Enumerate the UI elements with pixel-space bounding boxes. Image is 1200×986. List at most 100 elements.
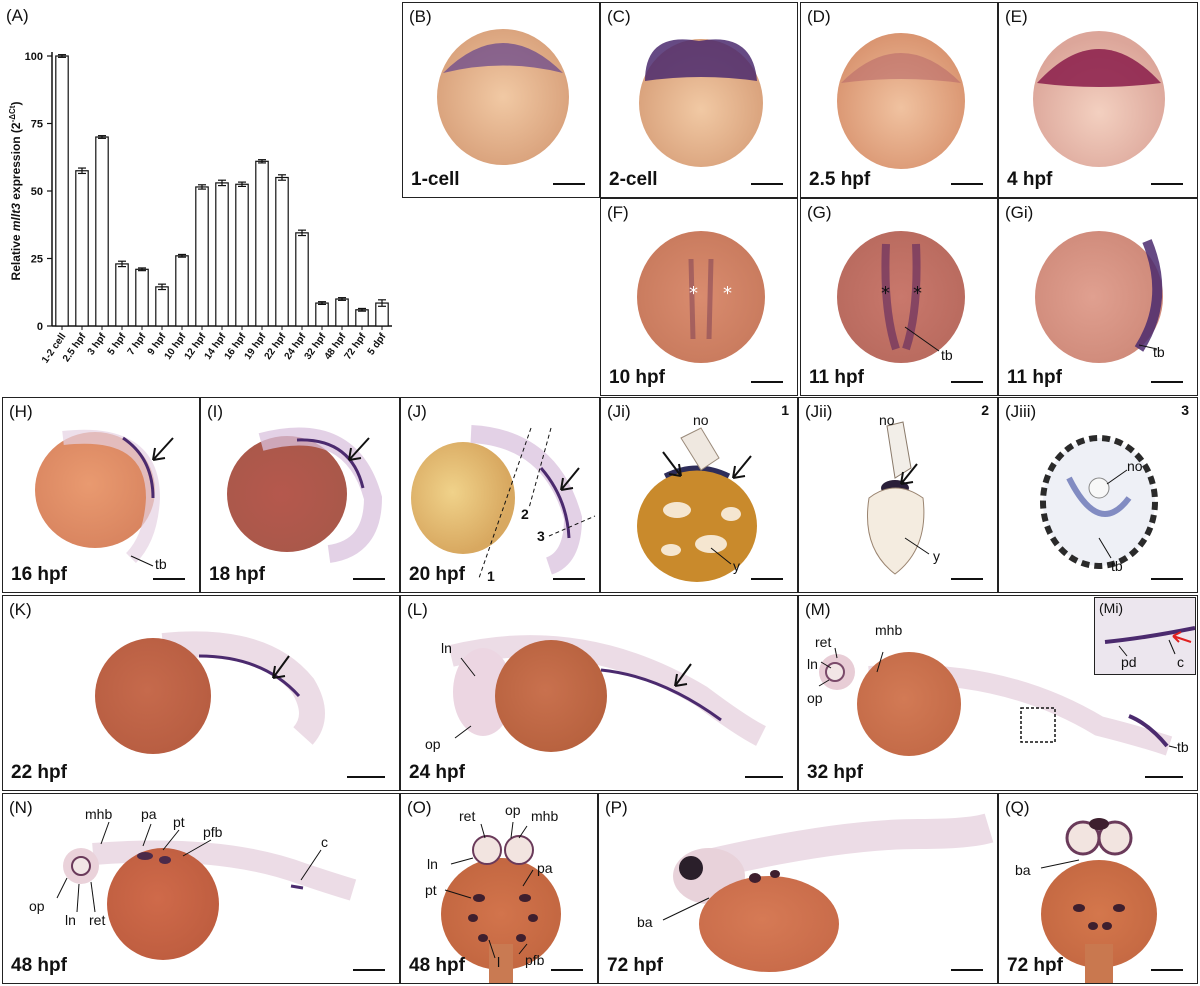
x-tick-label: 3 hpf xyxy=(86,331,109,357)
panel-p-label: (P) xyxy=(605,798,628,817)
panel-l-label: (L) xyxy=(407,600,428,619)
bar xyxy=(55,55,69,327)
bar xyxy=(135,268,149,327)
scale-bar xyxy=(1145,776,1183,778)
panel-o-label: (O) xyxy=(407,798,432,817)
pectoral-fin-bud-label: pfb xyxy=(525,952,545,968)
midbrain-hindbrain-boundary-label: mhb xyxy=(875,622,903,638)
panel-h-label: (H) xyxy=(9,402,33,421)
scale-bar xyxy=(153,578,185,580)
bar xyxy=(95,136,109,327)
otic-placode-label: op xyxy=(807,690,823,706)
bar xyxy=(155,286,169,327)
tailbud-label: tb xyxy=(941,347,953,363)
otic-placode-label: op xyxy=(29,898,45,914)
notochord-label: no xyxy=(879,412,895,428)
notochord-label: no xyxy=(1127,458,1143,474)
panel-d-label: (D) xyxy=(807,7,831,26)
panel-n: (N) mhb pa pt pfb c op ln ret 48 hpf xyxy=(2,793,400,984)
bar xyxy=(75,170,89,327)
stage-label: 1-cell xyxy=(411,169,460,190)
panel-ji-label: (Ji) xyxy=(607,402,631,421)
stage-label: 4 hpf xyxy=(1007,169,1053,190)
x-tick-label: 5 hpf xyxy=(106,331,129,357)
x-tick-label: 72 hpf xyxy=(343,331,369,362)
panel-c-label: (C) xyxy=(607,7,631,26)
stage-label: 11 hpf xyxy=(809,367,864,388)
y-tick-label: 75 xyxy=(31,119,43,131)
section-number: 2 xyxy=(981,402,989,418)
scale-bar xyxy=(745,776,783,778)
scale-bar xyxy=(751,381,783,383)
section-cut-3: 3 xyxy=(537,528,545,544)
bar xyxy=(295,232,309,327)
stage-label: 2-cell xyxy=(609,169,658,190)
stage-label: 11 hpf xyxy=(1007,367,1062,388)
panel-q: (Q) ba 72 hpf xyxy=(998,793,1198,984)
tailbud-label: tb xyxy=(1111,558,1123,574)
lens-label: ln xyxy=(65,912,76,928)
svg-text:*: * xyxy=(881,283,890,304)
panel-i: (I) 18 hpf xyxy=(200,397,400,593)
stage-label: 2.5 hpf xyxy=(809,169,871,190)
pronephric-duct-label: pd xyxy=(1121,654,1137,670)
panel-k-label: (K) xyxy=(9,600,32,619)
panel-jii: (Jii) 2 no y xyxy=(798,397,998,593)
section-cut-2: 2 xyxy=(521,506,529,522)
scale-bar xyxy=(553,578,585,580)
tailbud-label: tb xyxy=(155,556,167,572)
lens-label: ln xyxy=(441,640,452,656)
panel-gi-label: (Gi) xyxy=(1005,203,1034,222)
scale-bar xyxy=(551,969,583,971)
y-tick-label: 0 xyxy=(37,321,43,333)
panel-j-label: (J) xyxy=(407,402,427,421)
stage-label: 20 hpf xyxy=(409,564,465,585)
scale-bar xyxy=(1151,578,1183,580)
section-number: 1 xyxy=(781,402,789,418)
scale-bar xyxy=(353,578,385,580)
notochord-label: no xyxy=(693,412,709,428)
panel-j: (J) 1 2 3 20 hpf xyxy=(400,397,600,593)
scale-bar xyxy=(1151,381,1183,383)
panel-k: (K) 22 hpf xyxy=(2,595,400,791)
bar xyxy=(315,302,329,327)
bar xyxy=(115,263,129,327)
panel-jii-label: (Jii) xyxy=(805,402,833,421)
panel-mi-inset: (Mi) pd c xyxy=(1094,597,1196,675)
panel-jiii: (Jiii) 3 no tb xyxy=(998,397,1198,593)
scale-bar xyxy=(951,578,983,580)
bar xyxy=(335,298,349,327)
x-tick-label: 7 hpf xyxy=(126,331,149,357)
pronephric-tubule-label: pt xyxy=(173,814,185,830)
lens-label: ln xyxy=(427,856,438,872)
stage-label: 32 hpf xyxy=(807,762,863,783)
otic-placode-label: op xyxy=(505,802,521,818)
bar xyxy=(195,186,209,327)
retina-label: ret xyxy=(89,912,106,928)
lens-label: ln xyxy=(807,656,818,672)
panel-e-label: (E) xyxy=(1005,7,1028,26)
scale-bar xyxy=(353,969,385,971)
panel-mi-label: (Mi) xyxy=(1099,600,1124,616)
section-cut-1: 1 xyxy=(487,568,495,584)
panel-gi: (Gi) tb 11 hpf xyxy=(998,198,1198,396)
stage-label: 22 hpf xyxy=(11,762,67,783)
branchial-arch-label: ba xyxy=(637,914,653,930)
panel-q-label: (Q) xyxy=(1005,798,1030,817)
stage-label: 16 hpf xyxy=(11,564,67,585)
stage-label: 72 hpf xyxy=(607,955,663,976)
branchial-arch-label: ba xyxy=(1015,862,1031,878)
stage-label: 48 hpf xyxy=(409,955,465,976)
scale-bar xyxy=(553,183,585,185)
panel-jiii-label: (Jiii) xyxy=(1005,402,1037,421)
tailbud-label: tb xyxy=(1153,344,1165,360)
pharyngeal-arch-label: pa xyxy=(537,860,553,876)
retina-label: ret xyxy=(459,808,476,824)
panel-h: (H) tb 16 hpf xyxy=(2,397,200,593)
yolk-label: y xyxy=(933,548,940,564)
panel-l: (L) ln op 24 hpf xyxy=(400,595,798,791)
scale-bar xyxy=(1151,183,1183,185)
panel-o: (O) ret op mhb ln pa pt pfb l 48 hpf xyxy=(400,793,598,984)
cloaca-label: c xyxy=(1177,654,1184,670)
